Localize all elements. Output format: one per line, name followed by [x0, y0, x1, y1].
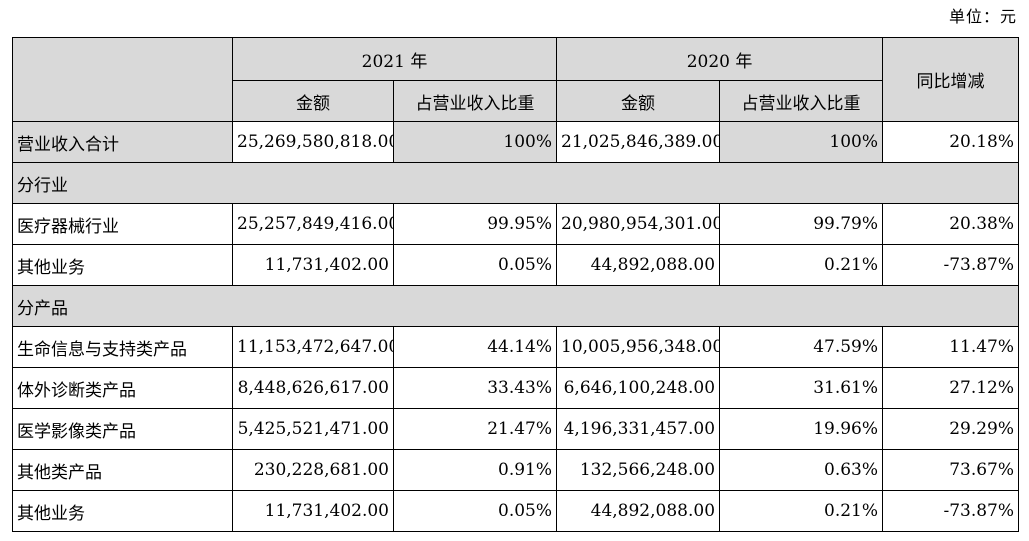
header-yoy: 同比增减	[882, 37, 1020, 122]
table-row: 其他业务 11,731,402.00 0.05% 44,892,088.00 0.21%…	[12, 490, 1020, 532]
table-row: 医疗器械行业 25,257,849,416.00 99.95% 20,980,954,…	[12, 203, 1020, 245]
row-label: 医疗器械行业	[12, 203, 233, 245]
amount-2020-cell: 44,892,088.00	[556, 244, 721, 286]
amount-2021-cell: 25,269,580,818.00	[232, 121, 394, 163]
yoy-cell: 27.12%	[882, 367, 1020, 409]
yoy-cell: -73.87%	[882, 244, 1020, 286]
header-corner-cell	[12, 37, 233, 122]
amount-2020-cell: 21,025,846,389.00	[556, 121, 721, 163]
ratio-2020-cell: 47.59%	[719, 326, 884, 368]
table-row: 其他业务 11,731,402.00 0.05% 44,892,088.00 0.21%…	[12, 244, 1020, 286]
row-label: 生命信息与支持类产品	[12, 326, 233, 368]
revenue-table: 2021 年 2020 年 同比增减 金额 占营业收入比重 金额 占营业收入比重…	[11, 37, 1020, 532]
ratio-2020-cell: 19.96%	[719, 408, 884, 450]
header-amount-2020: 金额	[556, 80, 721, 122]
table-row: 营业收入合计 25,269,580,818.00 100% 21,025,846,38…	[12, 121, 1020, 163]
yoy-cell: 73.67%	[882, 449, 1020, 491]
ratio-2020-cell: 0.21%	[719, 244, 884, 286]
ratio-2020-cell: 0.21%	[719, 490, 884, 532]
ratio-2021-cell: 0.05%	[392, 244, 558, 286]
table-row: 其他类产品 230,228,681.00 0.91% 132,566,248.00 0.…	[12, 449, 1020, 491]
yoy-cell: 20.38%	[882, 203, 1020, 245]
amount-2021-cell: 8,448,626,617.00	[232, 367, 394, 409]
amount-2020-cell: 4,196,331,457.00	[556, 408, 721, 450]
yoy-cell: 29.29%	[882, 408, 1020, 450]
ratio-2020-cell: 0.63%	[719, 449, 884, 491]
section-row: 分产品	[11, 285, 1020, 327]
amount-2020-cell: 44,892,088.00	[556, 490, 721, 532]
ratio-2021-cell: 99.95%	[392, 203, 558, 245]
ratio-2021-cell: 0.05%	[392, 490, 558, 532]
section-row: 分行业	[11, 162, 1020, 204]
amount-2021-cell: 230,228,681.00	[232, 449, 394, 491]
ratio-2021-cell: 33.43%	[392, 367, 558, 409]
row-label: 其他类产品	[12, 449, 233, 491]
amount-2020-cell: 132,566,248.00	[556, 449, 721, 491]
yoy-cell: 20.18%	[882, 121, 1020, 163]
header-row-columns: 金额 占营业收入比重 金额 占营业收入比重	[13, 80, 1019, 122]
yoy-cell: -73.87%	[882, 490, 1020, 532]
yoy-cell: 11.47%	[882, 326, 1020, 368]
row-label: 营业收入合计	[12, 121, 233, 163]
amount-2021-cell: 11,731,402.00	[232, 490, 394, 532]
ratio-2020-cell: 100%	[719, 121, 884, 163]
amount-2020-cell: 10,005,956,348.00	[556, 326, 721, 368]
table-row: 医学影像类产品 5,425,521,471.00 21.47% 4,196,331,4…	[12, 408, 1020, 450]
ratio-2020-cell: 31.61%	[719, 367, 884, 409]
table-row: 生命信息与支持类产品 11,153,472,647.00 44.14% 10,005,…	[12, 326, 1020, 368]
row-label: 医学影像类产品	[12, 408, 233, 450]
amount-2020-cell: 6,646,100,248.00	[556, 367, 721, 409]
ratio-2021-cell: 100%	[392, 121, 558, 163]
row-label: 体外诊断类产品	[12, 367, 233, 409]
unit-label: 单位：元	[948, 7, 1017, 26]
row-label: 其他业务	[12, 244, 233, 286]
amount-2020-cell: 20,980,954,301.00	[556, 203, 721, 245]
amount-2021-cell: 11,731,402.00	[232, 244, 394, 286]
header-ratio-2020: 占营业收入比重	[719, 80, 884, 122]
header-ratio-2021: 占营业收入比重	[392, 80, 558, 122]
table-row: 体外诊断类产品 8,448,626,617.00 33.43% 6,646,100,2…	[12, 367, 1020, 409]
ratio-2020-cell: 99.79%	[719, 203, 884, 245]
header-row-years: 2021 年 2020 年 同比增减	[12, 37, 1020, 122]
ratio-2021-cell: 0.91%	[392, 449, 558, 491]
amount-2021-cell: 11,153,472,647.00	[232, 326, 394, 368]
header-amount-2021: 金额	[232, 80, 394, 122]
header-year-2020: 2020 年	[556, 37, 884, 81]
amount-2021-cell: 5,425,521,471.00	[232, 408, 394, 450]
ratio-2021-cell: 44.14%	[392, 326, 558, 368]
ratio-2021-cell: 21.47%	[392, 408, 558, 450]
section-label: 分行业	[11, 162, 1020, 204]
header-year-2021: 2021 年	[231, 37, 558, 81]
amount-2021-cell: 25,257,849,416.00	[232, 203, 394, 245]
section-label: 分产品	[11, 285, 1020, 327]
row-label: 其他业务	[12, 490, 233, 532]
